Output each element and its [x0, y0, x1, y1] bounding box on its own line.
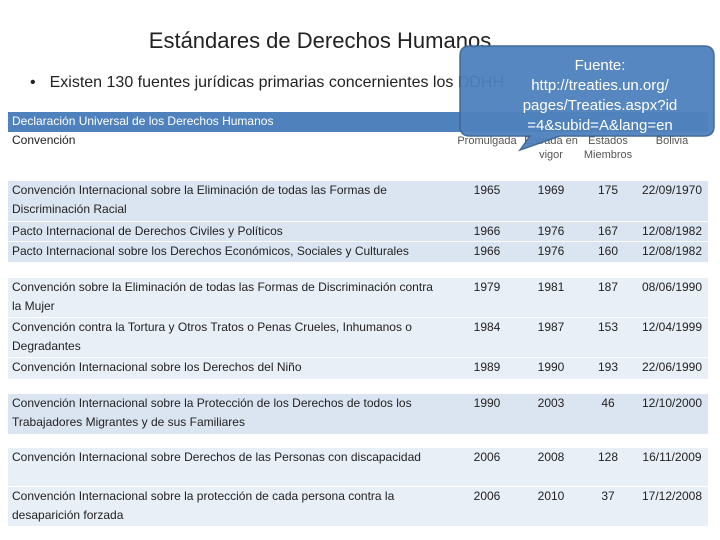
- cell-name: Convención sobre la Eliminación de todas…: [12, 280, 433, 313]
- cell-value: 1989: [473, 360, 501, 374]
- row-bg: [8, 486, 708, 526]
- cell-name: Convención Internacional sobre la Protec…: [12, 396, 412, 429]
- row-bg: [8, 277, 708, 318]
- cell-value: 12/08/1982: [641, 244, 703, 258]
- cell-value: 160: [597, 244, 619, 258]
- cell-value: 12/08/1982: [641, 224, 703, 238]
- slide-title: Estándares de Derechos Humanos: [148, 28, 492, 53]
- cell-value: 08/06/1990: [641, 280, 703, 294]
- cell-value: 37: [601, 489, 615, 503]
- row-bg: [8, 180, 708, 222]
- cell-value: 1984: [473, 320, 501, 334]
- cell-value: 1987: [537, 320, 565, 334]
- cell-value: 17/12/2008: [641, 489, 703, 503]
- row-bg: [8, 317, 708, 358]
- cell-value: 2008: [537, 450, 565, 464]
- row-bg: [8, 393, 708, 434]
- row-gap: [8, 379, 708, 393]
- cell-value: 22/09/1970: [641, 183, 703, 197]
- cell-name: Convención Internacional sobre la protec…: [12, 489, 395, 522]
- cell-value: 1990: [537, 360, 565, 374]
- cell-value: 1965: [473, 183, 501, 197]
- callout-text: Fuente: http://treaties.un.org/pages/Trea…: [480, 56, 720, 136]
- cell-value: 1969: [537, 183, 565, 197]
- callout-line: Fuente:: [574, 57, 626, 74]
- cell-value: 193: [597, 360, 619, 374]
- row-bg: [8, 447, 708, 487]
- cell-value: 2003: [537, 396, 565, 410]
- cell-value: 46: [601, 396, 615, 410]
- row-bg: [8, 241, 708, 262]
- cell-name: Convención contra la Tortura y Otros Tra…: [12, 320, 412, 353]
- row-gap: [8, 262, 708, 277]
- callout-line: pages/Treaties.aspx?id: [522, 97, 678, 114]
- column-header: Promulgada: [457, 135, 517, 147]
- cell-value: 175: [597, 183, 619, 197]
- cell-name: Convención Internacional sobre los Derec…: [12, 360, 302, 374]
- cell-value: 16/11/2009: [642, 450, 702, 464]
- cell-value: 2006: [473, 489, 501, 503]
- row-gap: [8, 434, 708, 447]
- row-bg: [8, 357, 708, 380]
- subheader-bg: [8, 132, 708, 180]
- cell-value: 12/10/2000: [641, 396, 703, 410]
- cell-value: 1979: [473, 280, 501, 294]
- callout-bubble: [459, 45, 715, 152]
- cell-value: 22/06/1990: [641, 360, 703, 374]
- cell-value: 1990: [473, 396, 501, 410]
- header-name: Declaración Universal de los Derechos Hu…: [12, 114, 274, 128]
- cell-name: Convención Internacional sobre Derechos …: [12, 450, 421, 464]
- cell-name: Pacto Internacional sobre los Derechos E…: [12, 244, 409, 258]
- callout-line: =4&subid=A&lang=en: [527, 117, 673, 134]
- column-header: Bolivia: [655, 135, 689, 147]
- cell-name: Pacto Internacional de Derechos Civiles …: [12, 224, 283, 238]
- cell-name: Convención Internacional sobre la Elimin…: [12, 183, 387, 216]
- cell-value: 153: [597, 320, 619, 334]
- cell-value: 187: [597, 280, 619, 294]
- cell-value: 1966: [473, 244, 501, 258]
- cell-value: 128: [597, 450, 619, 464]
- row-bg: [8, 221, 708, 242]
- cell-value: 1976: [537, 244, 565, 258]
- column-header: Estados Miembros: [583, 135, 633, 161]
- cell-value: 12/04/1999: [641, 320, 703, 334]
- callout-line: http://treaties.un.org/: [531, 77, 669, 94]
- cell-value: 1976: [537, 224, 565, 238]
- cell-value: 1966: [473, 224, 501, 238]
- cell-value: 2010: [537, 489, 565, 503]
- cell-value: 167: [597, 224, 619, 238]
- column-header: Convención: [12, 133, 76, 147]
- cell-value: 1981: [537, 280, 565, 294]
- cell-value: 2006: [473, 450, 501, 464]
- bullet-text: Existen 130 fuentes jurídicas primarias …: [30, 74, 504, 92]
